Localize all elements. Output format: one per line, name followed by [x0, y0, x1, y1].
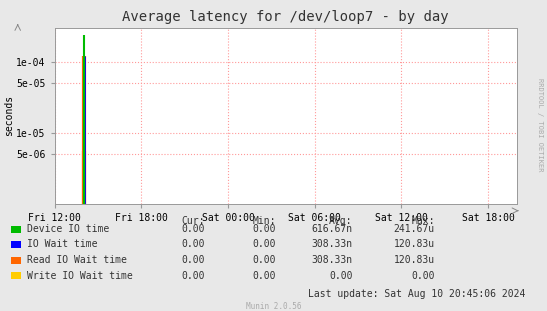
Text: Last update: Sat Aug 10 20:45:06 2024: Last update: Sat Aug 10 20:45:06 2024 — [308, 289, 525, 299]
Text: 0.00: 0.00 — [253, 224, 276, 234]
Text: 308.33n: 308.33n — [312, 239, 353, 249]
Text: Cur:: Cur: — [182, 216, 205, 226]
Text: 0.00: 0.00 — [182, 239, 205, 249]
Text: Avg:: Avg: — [329, 216, 353, 226]
Text: Munin 2.0.56: Munin 2.0.56 — [246, 302, 301, 311]
Text: 120.83u: 120.83u — [394, 255, 435, 265]
Text: 0.00: 0.00 — [182, 224, 205, 234]
Text: Read IO Wait time: Read IO Wait time — [27, 255, 127, 265]
Text: Device IO time: Device IO time — [27, 224, 109, 234]
Text: Max:: Max: — [411, 216, 435, 226]
Text: Min:: Min: — [253, 216, 276, 226]
Text: 616.67n: 616.67n — [312, 224, 353, 234]
Text: IO Wait time: IO Wait time — [27, 239, 98, 249]
Y-axis label: seconds: seconds — [3, 95, 14, 137]
Text: 241.67u: 241.67u — [394, 224, 435, 234]
Text: 0.00: 0.00 — [253, 271, 276, 281]
Title: Average latency for /dev/loop7 - by day: Average latency for /dev/loop7 - by day — [123, 10, 449, 24]
Text: RRDTOOL / TOBI OETIKER: RRDTOOL / TOBI OETIKER — [537, 78, 543, 171]
Text: 0.00: 0.00 — [411, 271, 435, 281]
Text: 0.00: 0.00 — [253, 239, 276, 249]
Text: 308.33n: 308.33n — [312, 255, 353, 265]
Text: 0.00: 0.00 — [253, 255, 276, 265]
Text: Write IO Wait time: Write IO Wait time — [27, 271, 133, 281]
Text: 0.00: 0.00 — [182, 255, 205, 265]
Text: 0.00: 0.00 — [182, 271, 205, 281]
Text: 120.83u: 120.83u — [394, 239, 435, 249]
Text: 0.00: 0.00 — [329, 271, 353, 281]
